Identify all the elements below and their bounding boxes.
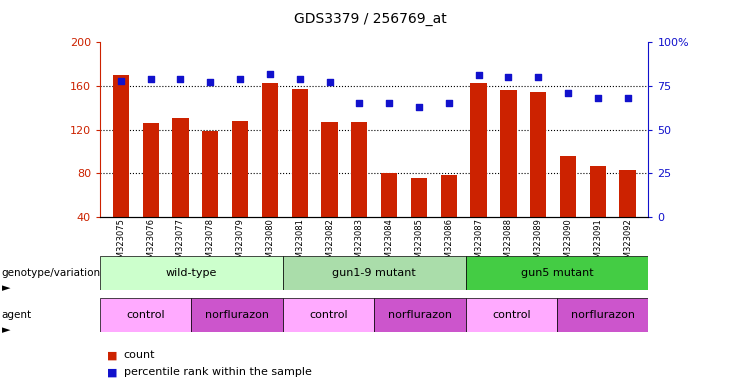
Bar (440, 175, 457, 261)
Text: ►: ► (1, 283, 10, 293)
Point (264, 71, 276, 77)
Point (592, 95, 604, 101)
Text: norflurazon: norflurazon (205, 310, 269, 320)
Point (324, 79, 336, 86)
Bar (291, 89, 308, 261)
Bar (381, 173, 397, 261)
Bar (374, 298, 465, 332)
Point (622, 95, 634, 101)
Bar (202, 131, 219, 261)
Bar (232, 121, 248, 261)
Point (175, 76, 187, 82)
Bar (557, 298, 648, 332)
Bar (500, 90, 516, 261)
Text: count: count (124, 350, 156, 360)
Point (562, 90, 574, 96)
Point (115, 78, 127, 84)
Point (383, 100, 395, 106)
Text: gun5 mutant: gun5 mutant (521, 268, 594, 278)
Point (353, 100, 365, 106)
Point (205, 79, 216, 86)
Text: percentile rank within the sample: percentile rank within the sample (124, 367, 312, 377)
Bar (283, 256, 465, 290)
Text: control: control (309, 310, 348, 320)
Point (502, 74, 514, 80)
Text: agent: agent (1, 310, 32, 320)
Text: GDS3379 / 256769_at: GDS3379 / 256769_at (294, 12, 447, 25)
Bar (411, 178, 427, 261)
Bar (322, 122, 338, 261)
Bar (100, 298, 191, 332)
Text: ■: ■ (107, 350, 118, 360)
Point (144, 76, 156, 82)
Bar (283, 298, 374, 332)
Text: wild-type: wild-type (166, 268, 217, 278)
Bar (465, 298, 557, 332)
Text: norflurazon: norflurazon (571, 310, 635, 320)
Point (413, 104, 425, 110)
Text: ►: ► (1, 326, 10, 336)
Bar (559, 156, 576, 261)
Point (293, 76, 305, 82)
Text: control: control (127, 310, 165, 320)
Bar (100, 256, 283, 290)
Point (443, 100, 455, 106)
Bar (113, 75, 129, 261)
Bar (173, 118, 189, 261)
Text: control: control (492, 310, 531, 320)
Point (234, 76, 246, 82)
Bar (619, 170, 636, 261)
Point (532, 74, 544, 80)
Bar (351, 122, 368, 261)
Bar (262, 83, 278, 261)
Bar (465, 256, 648, 290)
Bar (530, 93, 546, 261)
Point (473, 72, 485, 78)
Text: gun1-9 mutant: gun1-9 mutant (332, 268, 416, 278)
Bar (142, 123, 159, 261)
Text: genotype/variation: genotype/variation (1, 268, 101, 278)
Bar (471, 83, 487, 261)
Text: ■: ■ (107, 367, 118, 377)
Bar (191, 298, 283, 332)
Bar (590, 166, 606, 261)
Text: norflurazon: norflurazon (388, 310, 452, 320)
